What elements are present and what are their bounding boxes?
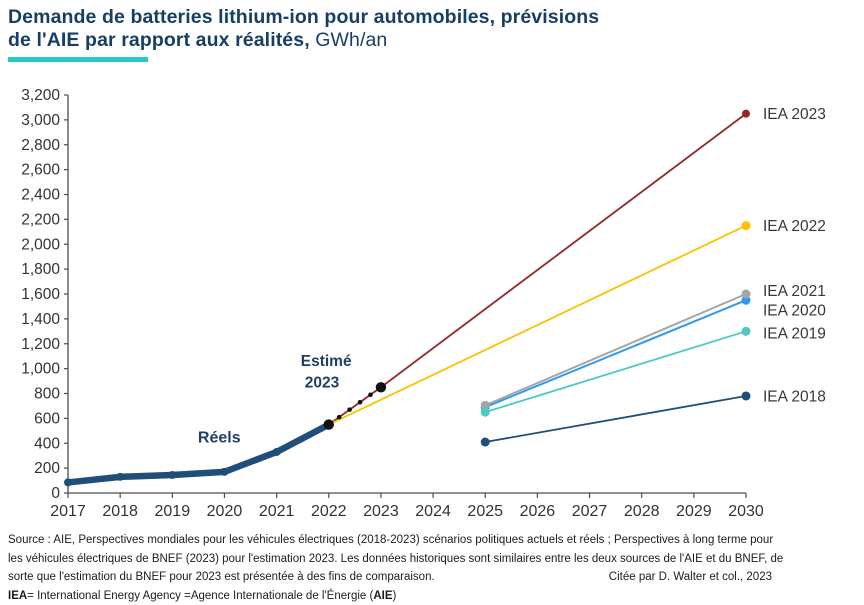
- series-line-iea-2019: [485, 331, 746, 412]
- series-marker-iea-2018: [481, 438, 490, 447]
- series-endpoint-estime-2023: [376, 382, 386, 392]
- citation-text: Citée par D. Walter et col., 2023: [609, 568, 772, 587]
- series-line-iea-2023: [329, 114, 746, 425]
- x-tick-label: 2030: [728, 503, 764, 520]
- y-tick-label: 600: [34, 410, 60, 427]
- y-tick-label: 0: [51, 485, 60, 502]
- series-end-label-iea-2021: IEA 2021: [763, 283, 826, 300]
- x-tick-label: 2022: [311, 503, 347, 520]
- x-tick-label: 2023: [363, 503, 399, 520]
- series-end-label-iea-2023: IEA 2023: [763, 106, 826, 123]
- source-line-1: Source : AIE, Perspectives mondiales pou…: [8, 531, 856, 550]
- series-marker-iea-2021: [742, 290, 751, 299]
- annotation-reels: Réels: [198, 430, 241, 447]
- x-tick-label: 2027: [572, 503, 608, 520]
- x-tick-label: 2021: [259, 503, 295, 520]
- y-tick-label: 1,000: [21, 361, 60, 378]
- y-tick-label: 2,800: [21, 137, 60, 154]
- x-tick-label: 2018: [102, 503, 138, 520]
- series-line-iea-2021: [485, 294, 746, 405]
- series-end-label-iea-2022: IEA 2022: [763, 218, 826, 235]
- definition-line: IEA= International Energy Agency =Agence…: [8, 587, 856, 605]
- y-tick-label: 200: [34, 460, 60, 477]
- source-line-2: les véhicules électriques de BNEF (2023)…: [8, 550, 856, 569]
- annotation-estime: Estimé: [301, 353, 352, 370]
- series-end-label-iea-2020: IEA 2020: [763, 303, 826, 320]
- x-tick-label: 2020: [207, 503, 243, 520]
- chart-header: Demande de batteries lithium-ion pour au…: [0, 0, 864, 80]
- series-dot-estime-2023: [368, 392, 373, 397]
- x-tick-label: 2017: [50, 503, 86, 520]
- y-tick-label: 2,200: [21, 211, 60, 228]
- series-endpoint-estime-2023: [324, 419, 334, 429]
- series-marker-reels: [64, 478, 72, 486]
- series-marker-iea-2019: [742, 327, 751, 336]
- series-marker-iea-2023: [742, 110, 750, 118]
- source-line-3-text: sorte que l'estimation du BNEF pour 2023…: [8, 568, 435, 587]
- series-line-iea-2020: [485, 300, 746, 407]
- title-accent-bar: [8, 57, 148, 62]
- title-unit: GWh/an: [315, 29, 387, 51]
- series-marker-iea-2019: [481, 408, 490, 417]
- x-tick-label: 2028: [624, 503, 660, 520]
- y-tick-label: 3,000: [21, 112, 60, 129]
- series-marker-reels: [273, 448, 281, 456]
- title-line-1: Demande de batteries lithium-ion pour au…: [8, 6, 599, 28]
- x-tick-label: 2019: [155, 503, 191, 520]
- series-marker-reels: [220, 468, 228, 476]
- y-tick-label: 2,400: [21, 187, 60, 204]
- line-chart: 0 200 400 600 800 1,000 1,200 1,400 1,600 1,800 2,…: [0, 80, 864, 526]
- y-tick-label: 1,200: [21, 336, 60, 353]
- x-tick-label: 2025: [467, 503, 503, 520]
- x-tick-label: 2029: [676, 503, 712, 520]
- x-tick-label: 2026: [520, 503, 556, 520]
- series-marker-reels: [116, 473, 124, 481]
- y-tick-label: 3,200: [21, 87, 60, 104]
- x-tick-label: 2024: [415, 503, 451, 520]
- source-line-3: sorte que l'estimation du BNEF pour 2023…: [8, 568, 856, 587]
- series-marker-iea-2022: [742, 221, 751, 230]
- y-tick-label: 800: [34, 386, 60, 403]
- annotation-2023: 2023: [305, 374, 340, 391]
- y-tick-label: 400: [34, 435, 60, 452]
- series-marker-iea-2018: [742, 391, 751, 400]
- series-dot-estime-2023: [337, 415, 342, 420]
- series-end-label-iea-2018: IEA 2018: [763, 388, 826, 405]
- series-end-label-iea-2019: IEA 2019: [763, 325, 826, 342]
- y-tick-label: 2,000: [21, 236, 60, 253]
- series-dot-estime-2023: [358, 400, 363, 405]
- source-footer: Source : AIE, Perspectives mondiales pou…: [0, 526, 864, 605]
- series-line-iea-2018: [485, 396, 746, 442]
- title-line-2: de l'AIE par rapport aux réalités,: [8, 29, 315, 51]
- y-tick-label: 1,600: [21, 286, 60, 303]
- series-dot-estime-2023: [347, 407, 352, 412]
- page-title: Demande de batteries lithium-ion pour au…: [8, 6, 856, 52]
- y-tick-label: 1,800: [21, 261, 60, 278]
- y-tick-label: 2,600: [21, 162, 60, 179]
- series-marker-reels: [168, 471, 176, 479]
- y-tick-label: 1,400: [21, 311, 60, 328]
